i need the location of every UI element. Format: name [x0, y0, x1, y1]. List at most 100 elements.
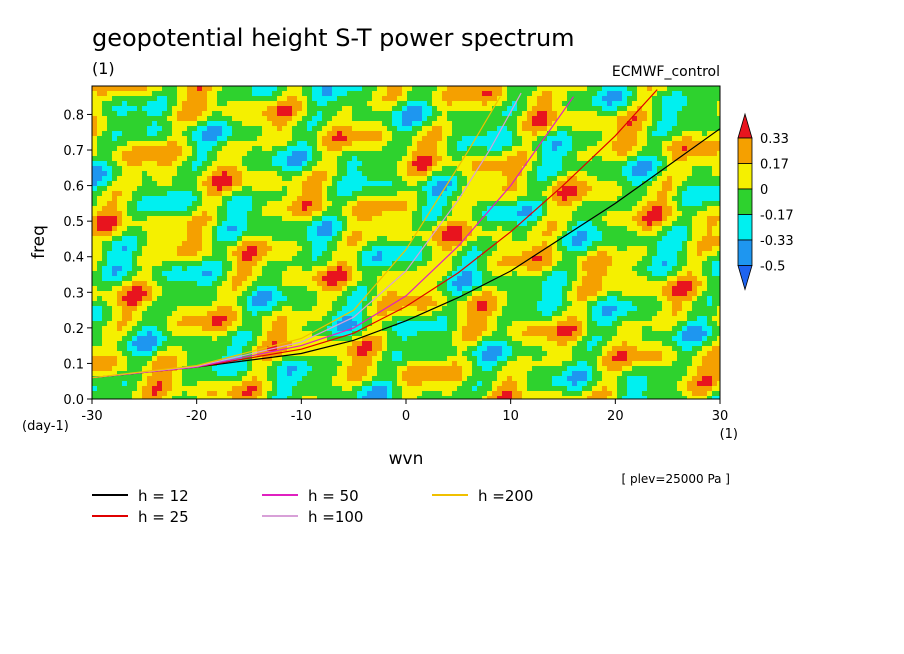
heat-cell [97, 106, 103, 112]
heat-cell [577, 156, 583, 162]
heat-cell [612, 256, 618, 262]
heat-cell [97, 271, 103, 277]
heat-cell [137, 166, 143, 172]
heat-cell [682, 206, 688, 212]
heat-cell [667, 136, 673, 142]
heat-cell [212, 246, 218, 252]
heat-cell [122, 131, 128, 137]
heat-cell [467, 171, 473, 177]
heat-cell [312, 171, 318, 177]
heat-cell [627, 156, 633, 162]
heat-cell [312, 166, 318, 172]
heat-cell [297, 261, 303, 267]
heat-cell [372, 166, 378, 172]
heat-cell [262, 276, 268, 282]
heat-cell [627, 236, 633, 242]
heat-cell [657, 161, 663, 167]
heat-cell [272, 161, 278, 167]
heat-cell [357, 201, 363, 207]
heat-cell [167, 126, 173, 132]
heat-cell [287, 186, 293, 192]
heat-cell [677, 91, 683, 97]
heat-cell [247, 106, 253, 112]
heat-cell [262, 166, 268, 172]
heat-cell [217, 201, 223, 207]
heat-cell [372, 141, 378, 147]
heat-cell [717, 256, 720, 262]
heat-cell [637, 151, 643, 157]
heat-cell [567, 246, 573, 252]
heat-cell [527, 266, 533, 272]
heat-cell [487, 141, 493, 147]
heat-cell [572, 271, 578, 277]
heat-cell [607, 241, 613, 247]
heat-cell [667, 186, 673, 192]
heat-cell [132, 201, 138, 207]
heat-cell [607, 126, 613, 132]
heat-cell [602, 181, 608, 187]
heat-cell [157, 121, 163, 127]
heat-cell [477, 181, 483, 187]
heat-cell [282, 201, 288, 207]
heat-cell [542, 106, 548, 112]
heat-cell [672, 86, 678, 92]
heat-cell [652, 196, 658, 202]
heat-cell [107, 126, 113, 132]
heat-cell [237, 151, 243, 157]
heat-cell [332, 121, 338, 127]
heat-cell [422, 211, 428, 217]
heat-cell [512, 176, 518, 182]
heat-cell [562, 251, 568, 257]
heat-cell [692, 216, 698, 222]
heat-cell [507, 236, 513, 242]
heat-cell [342, 266, 348, 272]
heat-cell [152, 136, 158, 142]
heat-cell [542, 176, 548, 182]
heat-cell [137, 241, 143, 247]
heat-cell [352, 86, 358, 92]
heat-cell [652, 181, 658, 187]
heat-cell [702, 271, 708, 277]
heat-cell [142, 136, 148, 142]
heat-cell [567, 266, 573, 272]
heat-cell [667, 176, 673, 182]
heat-cell [187, 111, 193, 117]
heat-cell [472, 86, 478, 92]
heat-cell [467, 106, 473, 112]
heat-cell [127, 91, 133, 97]
heat-cell [132, 256, 138, 262]
heat-cell [262, 221, 268, 227]
heat-cell [642, 221, 648, 227]
heat-cell [177, 106, 183, 112]
heat-cell [362, 96, 368, 102]
heat-cell [697, 261, 703, 267]
heat-cell [187, 101, 193, 107]
heat-cell [467, 166, 473, 172]
heat-cell [462, 151, 468, 157]
heat-cell [157, 146, 163, 152]
heat-cell [707, 201, 713, 207]
heat-cell [472, 176, 478, 182]
heat-cell [607, 186, 613, 192]
heat-cell [512, 261, 518, 267]
heat-cell [272, 236, 278, 242]
heat-cell [147, 231, 153, 237]
heat-cell [592, 96, 598, 102]
heat-cell [477, 136, 483, 142]
heat-cell [597, 146, 603, 152]
heat-cell [352, 221, 358, 227]
heat-cell [627, 256, 633, 262]
heat-cell [137, 121, 143, 127]
heat-cell [452, 161, 458, 167]
heat-cell [157, 276, 163, 282]
heat-cell [522, 146, 528, 152]
heat-cell [102, 236, 108, 242]
heat-cell [707, 151, 713, 157]
heat-cell [697, 96, 703, 102]
heat-cell [622, 251, 628, 257]
heat-cell [222, 126, 228, 132]
heat-cell [157, 256, 163, 262]
heat-cell [492, 121, 498, 127]
heat-cell [467, 131, 473, 137]
heat-cell [127, 126, 133, 132]
